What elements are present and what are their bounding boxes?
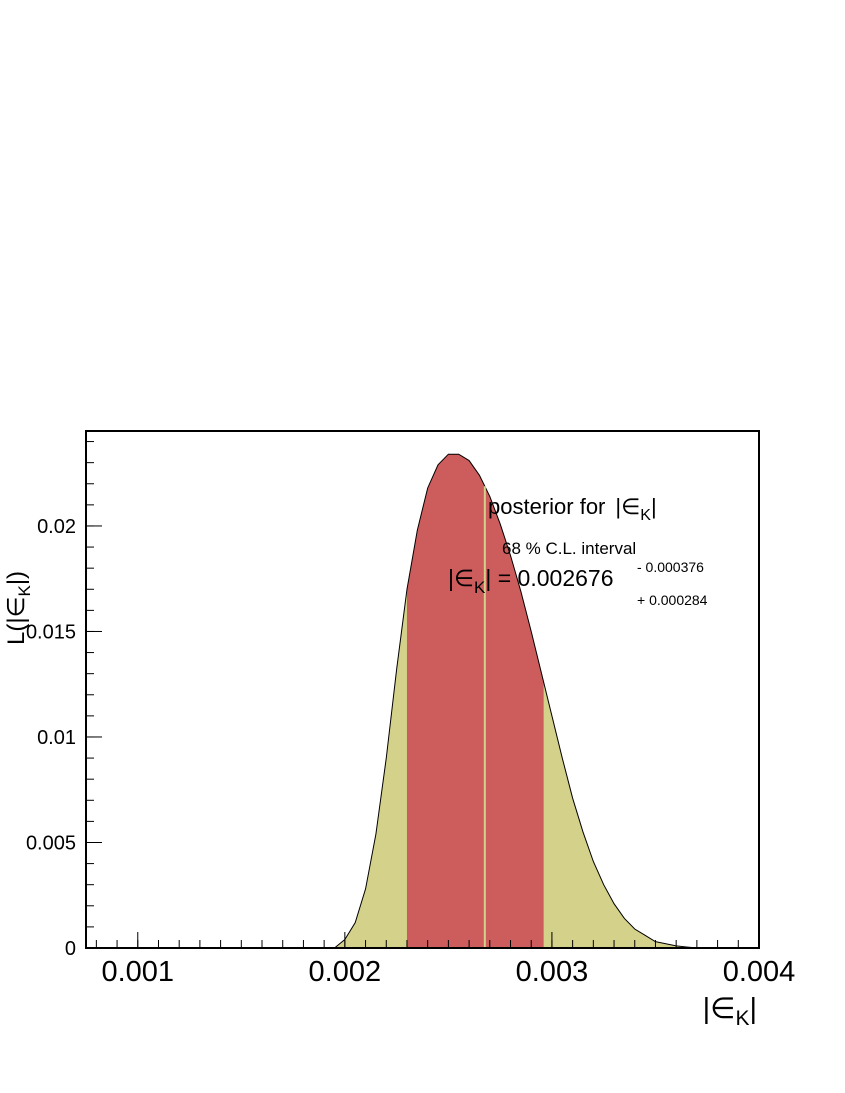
plus-error-label: + 0.000284	[637, 592, 708, 608]
plot-frame	[85, 430, 760, 949]
posterior-curve	[334, 453, 697, 949]
y-tick-label: 0.015	[26, 621, 76, 643]
central-value-label: |∈K| = 0.002676	[448, 565, 614, 597]
y-tick-label: 0	[65, 938, 76, 960]
x-tick-label: 0.001	[101, 956, 174, 988]
interval-68-area	[406, 454, 544, 948]
y-tick-label: 0.01	[37, 727, 76, 749]
y-axis-label: L(|∈K|)	[3, 571, 34, 645]
x-tick-label: 0.003	[516, 956, 589, 988]
y-tick-label: 0.02	[37, 516, 76, 538]
y-tick-label: 0.005	[26, 832, 76, 854]
plot-area	[334, 453, 697, 949]
x-tick-label: 0.004	[723, 956, 796, 988]
legend-annotation: posterior for |∈K| 68 % C.L. interval |∈K…	[448, 494, 708, 608]
axes: 0.001 0.002 0.003 0.004 0 0.005 0.01 0.015 0.02	[26, 441, 796, 988]
x-axis-label: |∈K|	[703, 993, 757, 1030]
interval-label: 68 % C.L. interval	[502, 539, 636, 558]
x-tick-label: 0.002	[309, 956, 382, 988]
minus-error-label: - 0.000376	[637, 559, 704, 575]
posterior-label: posterior for |∈K|	[488, 494, 657, 524]
